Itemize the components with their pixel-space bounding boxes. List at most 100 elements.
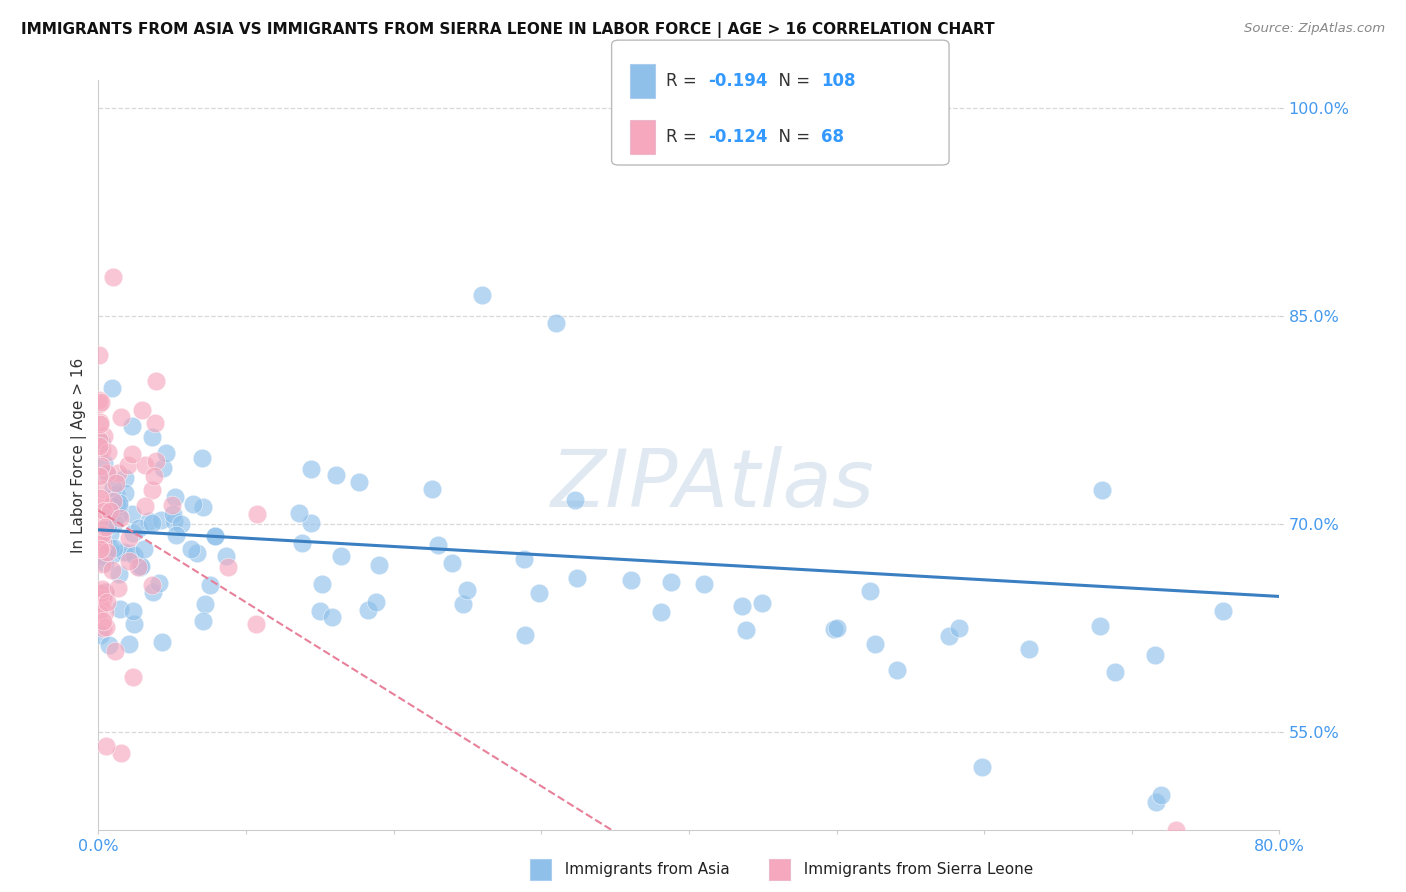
Point	[735, 624, 758, 638]
Point	[89, 415, 111, 429]
Point	[89, 491, 111, 505]
Point	[200, 578, 222, 592]
Point	[138, 514, 160, 528]
Point	[89, 434, 111, 448]
Point	[422, 482, 444, 496]
Point	[693, 577, 716, 591]
Point	[1143, 648, 1166, 662]
Point	[731, 599, 754, 614]
Point	[104, 644, 127, 658]
Point	[96, 467, 118, 482]
Point	[246, 507, 269, 521]
Point	[89, 591, 111, 606]
Point	[96, 619, 118, 633]
Point	[162, 507, 184, 521]
Point	[103, 516, 125, 530]
Point	[118, 554, 141, 568]
Point	[122, 548, 145, 562]
Point	[89, 439, 111, 453]
Point	[98, 526, 121, 541]
Point	[152, 460, 174, 475]
Point	[426, 538, 449, 552]
Point	[108, 510, 131, 524]
Point	[97, 638, 120, 652]
Point	[118, 637, 141, 651]
Point	[128, 521, 150, 535]
Point	[165, 528, 187, 542]
Point	[122, 617, 145, 632]
Point	[90, 541, 112, 556]
Point	[114, 471, 136, 485]
Point	[93, 456, 115, 470]
Point	[145, 374, 167, 388]
Point	[89, 348, 111, 362]
Point	[141, 516, 163, 530]
Text: Source: ZipAtlas.com: Source: ZipAtlas.com	[1244, 22, 1385, 36]
Text: R =: R =	[666, 72, 703, 90]
Point	[94, 605, 117, 619]
Point	[321, 609, 343, 624]
Point	[94, 520, 117, 534]
Point	[90, 458, 112, 473]
Point	[107, 466, 129, 480]
Point	[107, 508, 129, 523]
Point	[886, 663, 908, 677]
Point	[122, 526, 145, 541]
Point	[170, 517, 193, 532]
Point	[107, 499, 129, 513]
Point	[90, 435, 112, 450]
Point	[565, 571, 588, 585]
Text: Immigrants from Asia: Immigrants from Asia	[555, 863, 730, 877]
Point	[127, 560, 149, 574]
Point	[118, 531, 141, 545]
Point	[121, 604, 143, 618]
Point	[1166, 822, 1188, 837]
Text: -0.194: -0.194	[709, 72, 768, 90]
Point	[132, 542, 155, 557]
Point	[101, 270, 124, 285]
Point	[1088, 619, 1111, 633]
Point	[104, 486, 127, 500]
Point	[471, 288, 494, 302]
Point	[529, 586, 551, 600]
Point	[215, 549, 238, 563]
Point	[564, 492, 586, 507]
Point	[89, 393, 111, 408]
Text: ZIPAtlas: ZIPAtlas	[551, 446, 875, 524]
Point	[91, 536, 114, 550]
Point	[89, 606, 111, 620]
Point	[91, 582, 114, 596]
Point	[94, 556, 117, 570]
Text: -0.124: -0.124	[709, 128, 768, 146]
Point	[101, 547, 124, 561]
Point	[129, 560, 152, 574]
Point	[659, 574, 682, 589]
Point	[141, 578, 163, 592]
Point	[148, 576, 170, 591]
Point	[865, 637, 887, 651]
Point	[134, 458, 156, 473]
Point	[91, 483, 114, 497]
Point	[90, 599, 112, 613]
Point	[1104, 665, 1126, 679]
Point	[309, 604, 332, 618]
Point	[163, 514, 186, 528]
Point	[112, 545, 135, 559]
Point	[194, 597, 217, 611]
Point	[93, 504, 115, 518]
Point	[89, 542, 111, 557]
Point	[204, 529, 226, 543]
Point	[1018, 641, 1040, 656]
Point	[823, 622, 845, 636]
Point	[100, 381, 122, 395]
Point	[1212, 604, 1234, 618]
Point	[193, 500, 215, 514]
Point	[186, 546, 208, 560]
Point	[163, 490, 186, 504]
Point	[217, 560, 239, 574]
Point	[114, 485, 136, 500]
Point	[110, 410, 132, 425]
Point	[90, 586, 112, 600]
Point	[94, 739, 117, 754]
Point	[90, 395, 112, 409]
